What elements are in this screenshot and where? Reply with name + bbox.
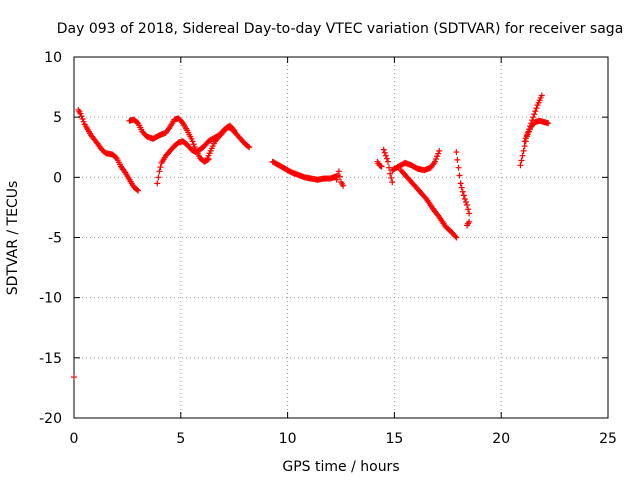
data-point [377,162,384,169]
data-point [380,146,387,153]
axis-ticks [73,56,609,419]
data-point [335,168,342,175]
data-point [529,117,536,124]
data-point [389,179,396,186]
data-point [340,182,347,189]
y-axis-label: SDTVAR / TECUs [5,181,21,296]
x-axis-label: GPS time / hours [282,459,399,475]
data-point [230,126,237,133]
data-point [190,141,197,148]
data-point [431,158,438,165]
y-tick-label: 10 [44,50,62,66]
data-point [518,157,525,164]
data-point [189,138,196,145]
data-point [386,164,393,171]
data-point [460,192,467,199]
data-point [533,105,540,112]
data-point [466,210,473,217]
y-tick-label: -10 [39,291,62,307]
data-point [523,132,530,139]
data-point [134,119,141,126]
data-point [378,163,385,170]
data-point [156,168,163,175]
data-point [464,202,471,209]
data-point [433,155,440,162]
data-point [436,147,443,154]
grid [74,57,608,418]
y-tick-label: 0 [53,170,62,186]
data-point [154,180,161,187]
x-tick-label: 15 [385,431,403,447]
data-point [79,115,86,122]
chart-title: Day 093 of 2018, Sidereal Day-to-day VTE… [57,21,624,37]
data-point [466,218,473,225]
x-tick-label: 10 [279,431,297,447]
x-tick-label: 20 [492,431,510,447]
data-point [461,195,468,202]
data-point [522,135,529,142]
x-tick-labels: 0 5 10 15 20 25 [70,431,617,447]
data-point [157,164,164,171]
x-tick-label: 25 [599,431,617,447]
data-point [525,126,532,133]
data-point [78,113,85,120]
data-point [336,173,343,180]
data-point [246,144,253,151]
data-point [134,186,141,193]
data-point [382,152,389,159]
data-points [71,92,552,381]
data-point [545,120,552,127]
x-tick-label: 5 [176,431,185,447]
data-point [462,199,469,206]
data-point [454,156,461,163]
data-point [530,114,537,121]
y-tick-labels: -20 -15 -10 -5 0 5 10 [39,50,62,427]
data-point [453,234,460,241]
data-point [519,152,526,159]
data-point [458,184,465,191]
data-point [457,180,464,187]
data-point [531,111,538,118]
data-point [231,127,238,134]
data-point [435,150,442,157]
data-point [77,110,84,117]
data-point [388,174,395,181]
data-point [520,147,527,154]
data-point [245,143,252,150]
y-tick-label: -5 [48,231,62,247]
data-point [465,206,472,213]
data-point [71,374,77,381]
data-point [528,120,535,127]
y-tick-label: -20 [39,411,62,427]
data-point [455,164,462,171]
data-point [384,158,391,165]
data-point [434,153,441,160]
data-point [112,154,119,161]
y-tick-label: 5 [53,110,62,126]
data-point [383,155,390,162]
data-point [155,174,162,181]
data-point [188,135,195,142]
data-point [459,188,466,195]
data-point [538,92,545,99]
data-point [456,172,463,179]
data-point [521,138,528,145]
data-point [135,187,142,194]
data-point [387,170,394,177]
data-point [381,149,388,156]
data-point [333,176,340,183]
data-point [527,123,534,130]
data-point [532,108,539,115]
x-tick-label: 0 [70,431,79,447]
data-point [517,162,524,169]
data-point [452,233,459,240]
data-point [178,118,185,125]
data-point [453,149,460,156]
data-point [524,129,531,136]
data-point [80,118,87,125]
y-tick-label: -15 [39,351,62,367]
